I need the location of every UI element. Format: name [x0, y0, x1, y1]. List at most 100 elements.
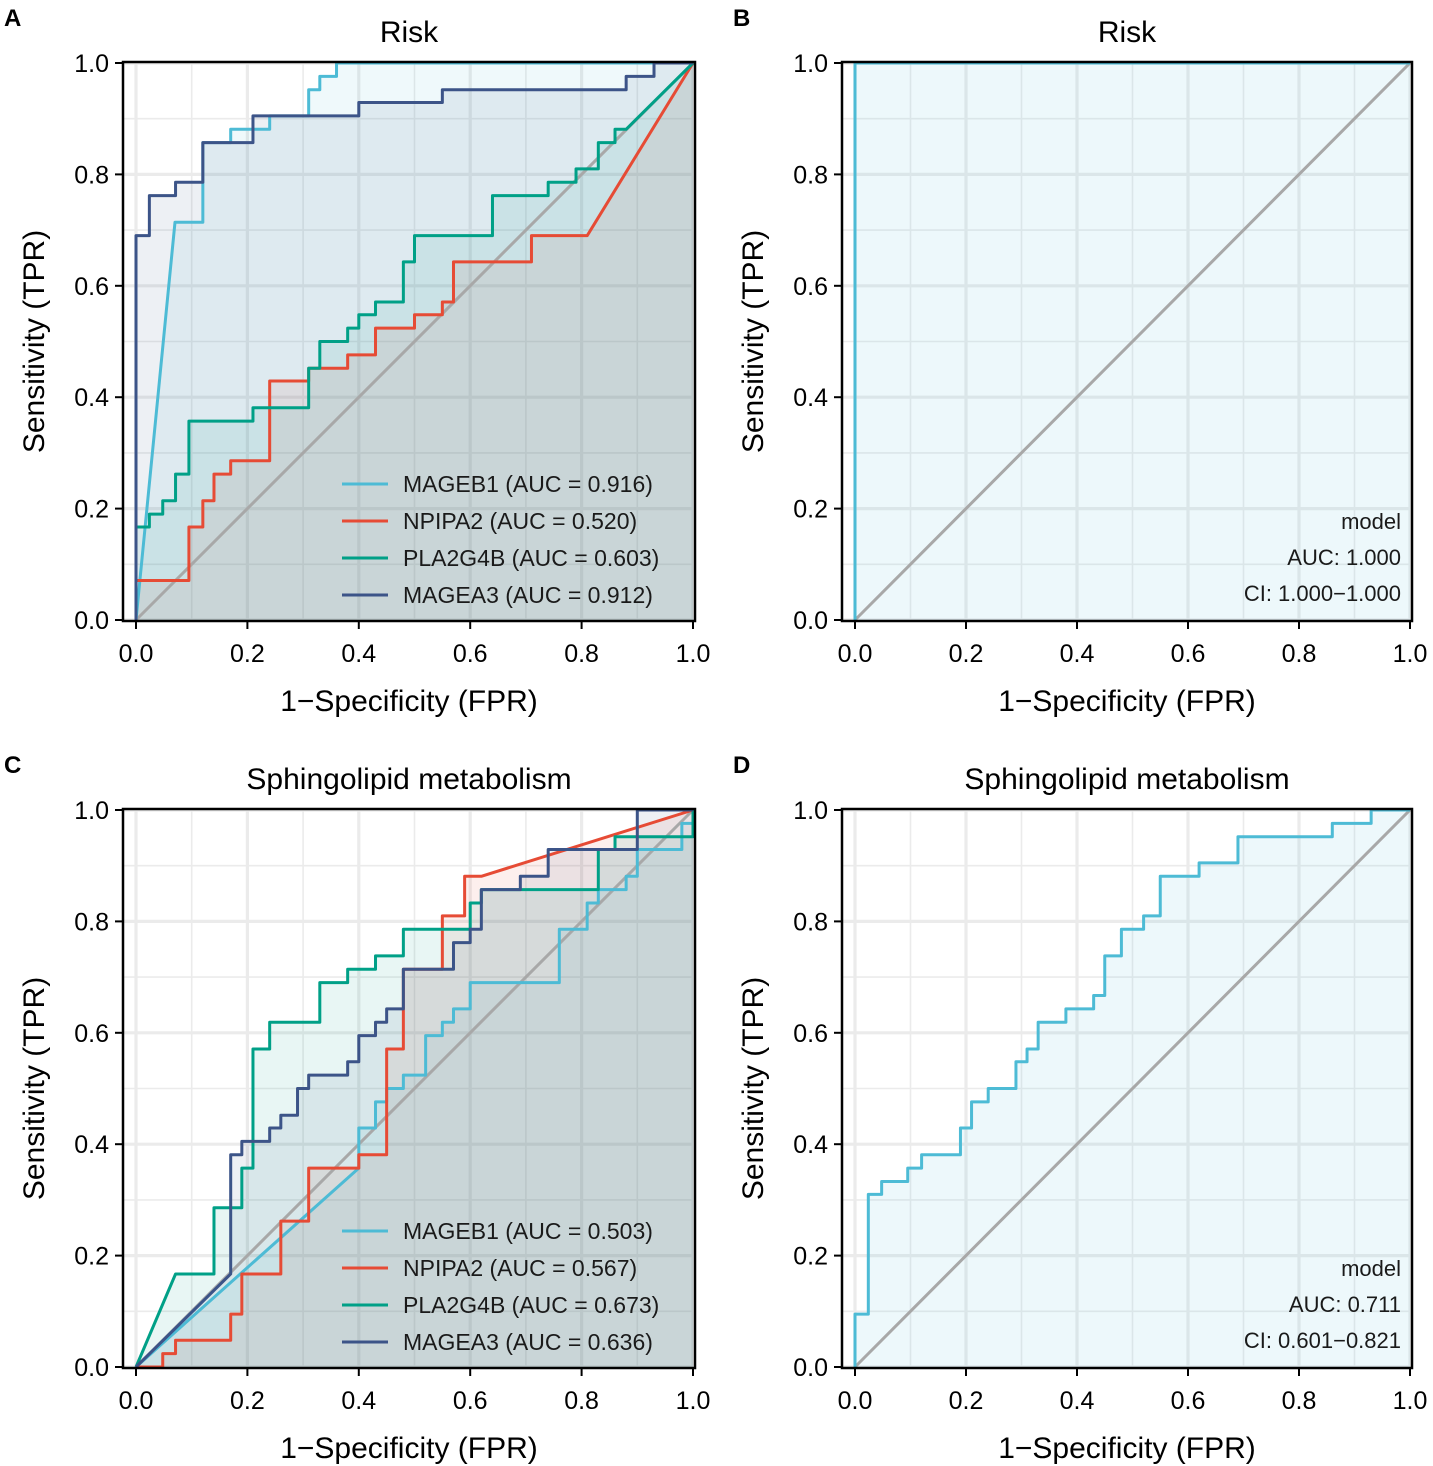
roc-curve-NPIPA2: [136, 808, 694, 1369]
x-tick-label: 0.8: [1282, 1387, 1317, 1415]
axis-ticks: 0.0 0.0 0.2 0.2 0.4 0.4 0.6 0.6 0.8 0.8 1.0 1.0: [793, 797, 1427, 1415]
y-tick-label: 0.0: [74, 1354, 109, 1382]
legend-label-NPIPA2: NPIPA2 (AUC = 0.520): [403, 508, 637, 534]
annotation-auc: AUC: 0.711: [1289, 1292, 1401, 1317]
axis-ticks: 0.0 0.0 0.2 0.2 0.4 0.4 0.6 0.6 0.8 0.8 1.0 1.0: [74, 797, 710, 1415]
axis-ticks: 0.0 0.0 0.2 0.2 0.4 0.4 0.6 0.6 0.8 0.8 1.0 1.0: [793, 50, 1427, 668]
y-tick-label: 0.4: [793, 1131, 828, 1159]
legend-label-PLA2G4B: PLA2G4B (AUC = 0.673): [403, 1292, 659, 1318]
y-tick-label: 1.0: [793, 50, 828, 78]
x-tick-label: 0.6: [453, 1387, 488, 1415]
roc-curve-model: [853, 808, 1410, 1367]
x-tick-label: 0.8: [564, 640, 599, 668]
panel-letter: B: [733, 5, 750, 32]
legend: MAGEB1 (AUC = 0.503) NPIPA2 (AUC = 0.567)…: [342, 1218, 659, 1355]
y-tick-label: 0.4: [74, 384, 109, 412]
x-tick-label: 0.0: [838, 1387, 873, 1415]
legend-label-MAGEA3: MAGEA3 (AUC = 0.636): [403, 1329, 653, 1355]
panel-letter: D: [733, 752, 750, 779]
model-annotation: model AUC: 0.711 CI: 0.601−0.821: [1244, 1256, 1401, 1353]
legend-label-MAGEA3: MAGEA3 (AUC = 0.912): [403, 582, 653, 608]
plot-border: [840, 807, 1414, 1370]
roc-area-MAGEB1: [136, 823, 693, 1367]
roc-curve-MAGEA3: [134, 61, 693, 620]
panel-C: C Sphingolipid metabolism0.00.00.20.20.40…: [4, 752, 710, 1465]
legend: MAGEB1 (AUC = 0.916) NPIPA2 (AUC = 0.520)…: [342, 471, 659, 608]
x-axis-label: 1−Specificity (FPR): [280, 685, 538, 718]
y-tick-label: 1.0: [74, 797, 109, 825]
y-axis-label: Sensitivity (TPR): [737, 230, 770, 453]
y-tick-label: 0.4: [793, 384, 828, 412]
annotation-auc: AUC: 1.000: [1287, 545, 1401, 570]
annotation-model: model: [1341, 1256, 1401, 1281]
chart-title: Risk: [1098, 16, 1157, 49]
x-tick-label: 0.4: [1060, 1387, 1095, 1415]
model-annotation: model AUC: 1.000 CI: 1.000−1.000: [1244, 509, 1401, 606]
x-tick-label: 0.8: [564, 1387, 599, 1415]
y-tick-label: 0.6: [74, 273, 109, 301]
plot-border: [121, 60, 697, 623]
x-tick-label: 1.0: [1393, 640, 1428, 668]
x-tick-label: 1.0: [676, 1387, 711, 1415]
panel-letter: C: [4, 752, 21, 779]
roc-curves: [134, 808, 695, 1369]
axis-ticks: 0.0 0.0 0.2 0.2 0.4 0.4 0.6 0.6 0.8 0.8 1.0 1.0: [74, 50, 710, 668]
y-tick-label: 0.2: [74, 496, 109, 524]
x-tick-label: 0.6: [453, 640, 488, 668]
y-tick-label: 1.0: [74, 50, 109, 78]
y-tick-label: 0.8: [74, 908, 109, 936]
legend-label-MAGEB1: MAGEB1 (AUC = 0.916): [403, 471, 653, 497]
x-tick-label: 0.6: [1171, 640, 1206, 668]
x-tick-label: 0.4: [1060, 640, 1095, 668]
y-tick-label: 0.2: [793, 496, 828, 524]
x-tick-label: 0.0: [119, 1387, 154, 1415]
y-tick-label: 0.8: [793, 161, 828, 189]
plot-border: [840, 60, 1414, 623]
roc-curve-PLA2G4B: [134, 61, 695, 620]
diagonal-reference-line: [853, 61, 1412, 622]
y-tick-label: 0.8: [74, 161, 109, 189]
x-tick-label: 0.4: [341, 640, 376, 668]
legend-label-MAGEB1: MAGEB1 (AUC = 0.503): [403, 1218, 653, 1244]
roc-curve-MAGEA3: [134, 808, 693, 1369]
panel-B: B Risk 0.0 0.0 0.2 0.2 0.4 0.4 0.6 0.6 0.8 0.8 1.0 1.…: [733, 5, 1427, 718]
panel-D: D Sphingolipid metabolism0.00.00.20.20.40…: [733, 752, 1427, 1465]
y-tick-label: 0.2: [74, 1243, 109, 1271]
x-tick-label: 0.6: [1171, 1387, 1206, 1415]
roc-curves: [134, 61, 695, 621]
y-tick-label: 0.4: [74, 1131, 109, 1159]
panel-A: A Risk 0.0 0.0 0.2 0.2 0.4 0.4 0.6 0.6 0.8 0.8 1.0 1.…: [4, 5, 710, 718]
x-axis-label: 1−Specificity (FPR): [280, 1432, 538, 1465]
y-tick-label: 0.0: [74, 607, 109, 635]
y-axis-label: Sensitivity (TPR): [737, 977, 770, 1200]
x-axis-label: 1−Specificity (FPR): [998, 685, 1256, 718]
x-tick-label: 0.8: [1282, 640, 1317, 668]
chart-title: Risk: [380, 16, 439, 49]
y-tick-label: 1.0: [793, 797, 828, 825]
x-tick-label: 0.4: [341, 1387, 376, 1415]
diagonal-reference-line: [853, 808, 1412, 1369]
legend-label-NPIPA2: NPIPA2 (AUC = 0.567): [403, 1255, 637, 1281]
roc-curves: [853, 808, 1410, 1367]
y-tick-label: 0.6: [793, 273, 828, 301]
y-axis-label: Sensitivity (TPR): [18, 230, 51, 453]
chart-title: Sphingolipid metabolism: [964, 763, 1289, 796]
y-tick-label: 0.0: [793, 1354, 828, 1382]
x-tick-label: 1.0: [1393, 1387, 1428, 1415]
plot-border: [121, 807, 697, 1370]
y-axis-label: Sensitivity (TPR): [18, 977, 51, 1200]
x-tick-label: 0.2: [230, 640, 265, 668]
x-tick-label: 0.2: [949, 640, 984, 668]
annotation-ci: CI: 1.000−1.000: [1244, 581, 1401, 606]
x-tick-label: 0.0: [119, 640, 154, 668]
roc-curve-PLA2G4B: [134, 810, 695, 1368]
diagonal-reference-line: [134, 61, 695, 622]
y-tick-label: 0.2: [793, 1243, 828, 1271]
x-tick-label: 0.2: [230, 1387, 265, 1415]
y-tick-label: 0.6: [74, 1020, 109, 1048]
x-tick-label: 0.0: [838, 640, 873, 668]
y-tick-label: 0.8: [793, 908, 828, 936]
x-axis-label: 1−Specificity (FPR): [998, 1432, 1256, 1465]
y-tick-label: 0.6: [793, 1020, 828, 1048]
